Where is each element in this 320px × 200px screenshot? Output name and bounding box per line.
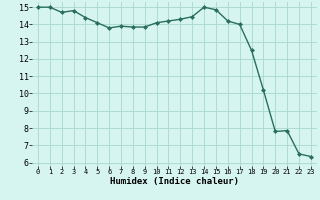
X-axis label: Humidex (Indice chaleur): Humidex (Indice chaleur) — [110, 177, 239, 186]
